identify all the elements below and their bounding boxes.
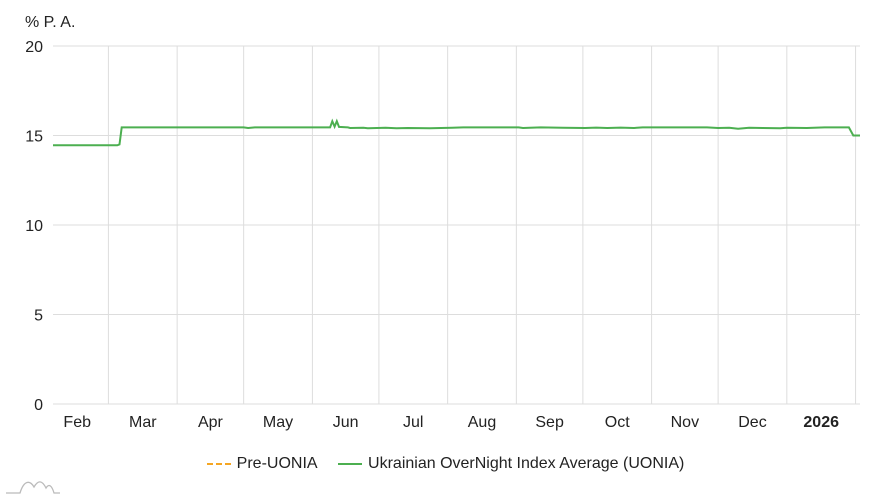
y-tick-label: 5: [34, 308, 43, 325]
y-tick-label: 10: [25, 218, 43, 235]
legend-label: Pre-UONIA: [236, 455, 318, 472]
x-tick-label: Nov: [671, 414, 699, 431]
legend-label: Ukrainian OverNight Index Average (UONIA…: [368, 455, 685, 472]
x-tick-label: Dec: [738, 414, 766, 431]
x-tick-label: 2026: [803, 414, 839, 431]
y-axis-label: % P. A.: [25, 14, 75, 31]
legend-item-uonia[interactable]: Ukrainian OverNight Index Average (UONIA…: [338, 455, 684, 473]
logo-icon: [6, 481, 60, 494]
y-tick-label: 20: [25, 39, 43, 56]
y-tick-label: 15: [25, 129, 43, 146]
x-tick-label: Jun: [333, 414, 359, 431]
x-tick-label: May: [263, 414, 293, 431]
x-tick-label: Jul: [403, 414, 423, 431]
x-tick-label: Mar: [129, 414, 157, 431]
legend-swatch: [338, 463, 363, 465]
legend-item-pre-uonia[interactable]: Pre-UONIA: [206, 455, 318, 473]
y-tick-label: 0: [34, 397, 43, 414]
legend-swatch: [206, 463, 231, 465]
x-tick-label: Aug: [468, 414, 496, 431]
x-tick-label: Sep: [535, 414, 564, 431]
series-line-uonia: [53, 118, 860, 147]
x-tick-label: Feb: [63, 414, 91, 431]
x-tick-label: Apr: [198, 414, 224, 431]
legend: Pre-UONIA Ukrainian OverNight Index Aver…: [0, 452, 891, 473]
x-tick-label: Oct: [605, 414, 630, 431]
